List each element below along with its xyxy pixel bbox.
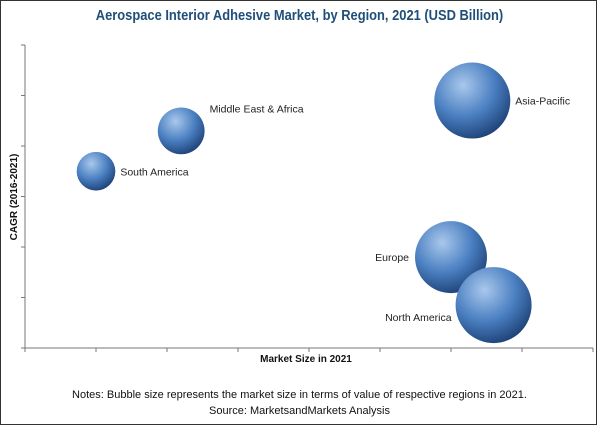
bubble-middle-east-africa [157,107,205,155]
bubbles [76,62,532,344]
y-axis-title: CAGR (2016-2021) [9,154,20,241]
bubble-label: Middle East & Africa [210,103,304,115]
x-axis-title: Market Size in 2021 [260,354,352,365]
bubble-asia-pacific [434,62,511,139]
bubble-south-america [76,151,116,191]
footnote: Notes: Bubble size represents the market… [1,387,596,419]
bubble-label: North America [385,312,452,324]
notes-line: Notes: Bubble size represents the market… [72,389,527,401]
bubble-north-america [455,267,532,344]
bubble-label: South America [120,166,188,178]
bubble-label: Europe [375,252,409,264]
source-line: Source: MarketsandMarkets Analysis [209,405,390,417]
axes [21,44,594,352]
bubble-labels: Middle East & Africa South America Asia-Pa… [120,96,570,325]
bubble-label: Asia-Pacific [515,96,570,108]
bubble-europe [415,221,487,294]
chart-title: Aerospace Interior Adhesive Market, by R… [95,7,504,24]
